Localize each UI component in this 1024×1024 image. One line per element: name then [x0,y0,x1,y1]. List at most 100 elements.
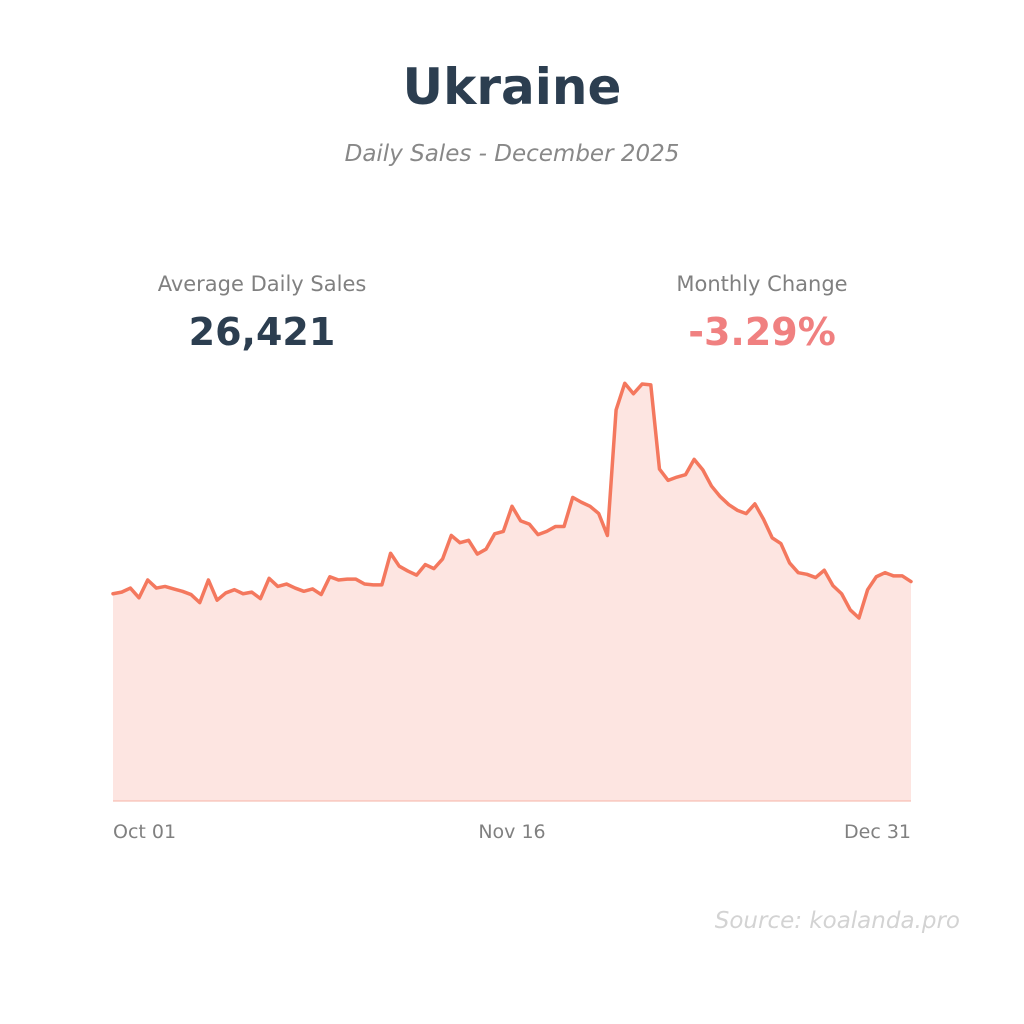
data-point [181,590,184,593]
data-point [623,382,626,385]
x-tick-label: Oct 01 [113,821,176,843]
data-point [216,599,219,602]
data-point [415,574,418,577]
data-point [745,512,748,515]
data-point [450,534,453,537]
data-point [389,552,392,555]
data-point [823,569,826,572]
data-point [207,578,210,581]
data-point [484,548,487,551]
data-point [649,383,652,386]
data-point [354,578,357,581]
data-point [797,571,800,574]
data-point [831,584,834,587]
data-point [242,592,245,595]
data-point [190,593,193,596]
data-point [268,577,271,580]
data-point [328,575,331,578]
sales-series-line [111,381,913,620]
data-point [788,561,791,564]
data-point [563,525,566,528]
monthly-change-label: Monthly Change [676,272,848,296]
data-point [875,575,878,578]
data-point [857,617,860,620]
x-tick-label: Nov 16 [478,821,545,843]
data-point [667,479,670,482]
data-point [285,583,288,586]
data-point [502,530,505,533]
data-point [753,502,756,505]
data-point [528,523,531,526]
data-point [571,496,574,499]
data-point [424,563,427,566]
data-point [632,392,635,395]
data-point [311,587,314,590]
data-point [727,503,730,506]
data-point [259,597,262,600]
average-daily-sales-value: 26,421 [188,310,336,354]
data-point [146,578,149,581]
data-point [719,495,722,498]
data-point [164,585,167,588]
source-credit: Source: koalanda.pro [714,908,960,934]
data-point [693,458,696,461]
data-point [432,567,435,570]
data-point [112,592,115,595]
data-point [736,509,739,512]
data-point [458,541,461,544]
average-daily-sales-label: Average Daily Sales [157,272,367,296]
data-point [615,408,618,411]
data-point [779,542,782,545]
data-point [606,534,609,537]
data-point [840,592,843,595]
data-point [276,585,279,588]
data-point [589,505,592,508]
data-point [710,485,713,488]
data-point [537,533,540,536]
data-point [129,587,132,590]
monthly-change-value: -3.29% [688,310,836,354]
chart-subtitle: Daily Sales - December 2025 [344,141,680,167]
data-point [866,588,869,591]
x-tick-label: Dec 31 [844,821,911,843]
x-axis-ticks: Oct 01 Nov 16 Dec 31 [113,821,911,843]
data-point [701,468,704,471]
data-point [814,576,817,579]
data-point [771,536,774,539]
data-point [658,468,661,471]
data-point [320,593,323,596]
data-point [398,565,401,568]
data-point [849,608,852,611]
data-point [901,574,904,577]
data-point [224,591,227,594]
data-point [554,525,557,528]
data-point [519,519,522,522]
data-point [476,553,479,556]
data-point [441,557,444,560]
data-point [511,505,514,508]
data-point [910,580,913,583]
data-point [406,570,409,573]
data-point [372,583,375,586]
chart-title: Ukraine [402,58,622,116]
data-point [294,587,297,590]
data-point [302,590,305,593]
data-point [172,587,175,590]
data-point [138,596,141,599]
data-point [250,591,253,594]
data-point [545,530,548,533]
data-point [684,473,687,476]
data-point [641,383,644,386]
data-point [762,518,765,521]
data-point [233,588,236,591]
data-point [493,532,496,535]
data-point [198,601,201,604]
data-point [597,512,600,515]
data-point [380,583,383,586]
data-point [580,501,583,504]
data-point [363,583,366,586]
data-point [337,578,340,581]
data-point [346,578,349,581]
data-point [675,476,678,479]
